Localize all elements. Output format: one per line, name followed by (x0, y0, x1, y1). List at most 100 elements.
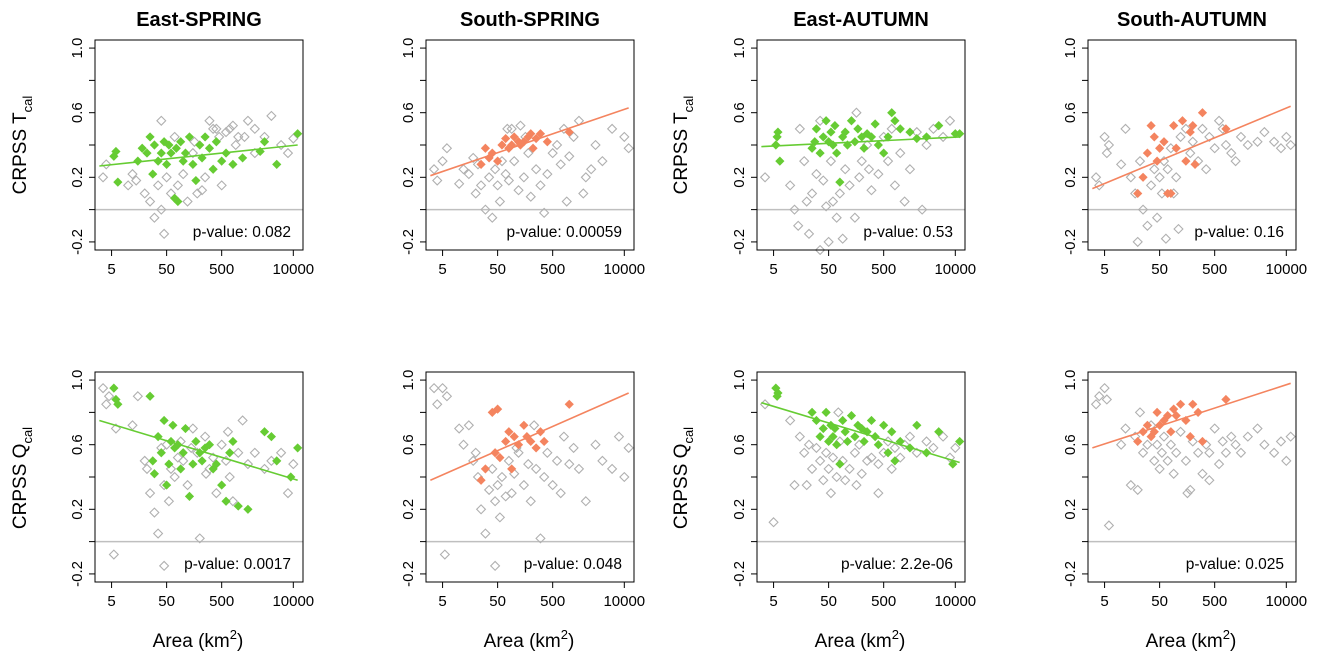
hollow-point (1259, 439, 1270, 450)
hollow-point (506, 487, 517, 499)
highlighted-point (480, 143, 491, 153)
x-tick-label: 500 (540, 261, 565, 278)
hollow-point (873, 168, 884, 180)
hollow-point (249, 447, 261, 458)
hollow-point (1162, 455, 1173, 467)
x-tick-label: 50 (1151, 261, 1168, 278)
highlighted-point (866, 415, 877, 426)
highlighted-point (293, 129, 303, 139)
hollow-point (1090, 172, 1102, 183)
hollow-point (578, 188, 589, 199)
p-value-label: p-value: 0.082 (193, 224, 291, 241)
highlighted-point (866, 132, 877, 142)
highlighted-point (1197, 108, 1208, 118)
hollow-point (944, 115, 956, 126)
highlighted-point (1163, 411, 1173, 421)
y-tick-label: 0.6 (69, 434, 86, 455)
panel-title: East-AUTUMN (793, 9, 929, 31)
highlighted-point (272, 456, 282, 466)
hollow-point (1134, 155, 1146, 167)
hollow-point (242, 458, 254, 470)
hollow-point (895, 452, 906, 463)
hollow-point (619, 471, 630, 483)
hollow-point (811, 168, 822, 180)
hollow-point (840, 475, 851, 486)
hollow-point (811, 442, 822, 454)
panel-7: -0.2 0.2 0.6 1.0 5 50 500 10000 p-value: 2.2e-06 (731, 370, 976, 610)
highlighted-point (204, 143, 215, 153)
p-value-label: p-value: 0.00059 (507, 224, 622, 241)
x-tick-label: 10000 (272, 593, 314, 610)
hollow-point (518, 479, 530, 491)
x-tick-label: 50 (1151, 593, 1168, 610)
hollow-point (500, 168, 511, 180)
hollow-point (249, 123, 261, 135)
highlighted-point (921, 132, 932, 142)
highlighted-point (178, 156, 188, 166)
hollow-point (1259, 126, 1270, 138)
hollow-point (1242, 139, 1254, 151)
hollow-point (163, 496, 175, 507)
x-axis-label-col1: Area (km2) (153, 627, 244, 652)
x-tick-label: 10000 (603, 261, 645, 278)
hollow-point (204, 115, 215, 126)
highlighted-point (771, 140, 781, 150)
hollow-point (428, 382, 440, 394)
plot-frame (425, 39, 635, 251)
hollow-point (1209, 423, 1220, 434)
highlighted-point (176, 137, 186, 147)
hollow-point (441, 391, 453, 402)
highlighted-point (830, 121, 840, 131)
hollow-point (831, 471, 842, 483)
hollow-point (861, 455, 873, 467)
x-tick-label: 500 (209, 261, 234, 278)
highlighted-point (1166, 427, 1176, 437)
x-tick-label: 10000 (934, 261, 976, 278)
hollow-point (172, 452, 184, 463)
highlighted-point (148, 456, 158, 466)
hollow-point (820, 201, 832, 212)
x-tick-label: 10000 (603, 593, 645, 610)
highlighted-point (775, 156, 785, 166)
highlighted-point (955, 436, 965, 447)
trend-line (1092, 382, 1291, 449)
hollow-point (523, 147, 534, 159)
hollow-point (793, 220, 804, 231)
x-tick-label: 500 (209, 593, 234, 610)
hollow-point (803, 439, 815, 450)
hollow-point (437, 155, 448, 167)
hollow-point (856, 468, 867, 479)
hollow-point (1200, 164, 1212, 175)
highlighted-point (818, 132, 828, 142)
hollow-point (606, 463, 618, 475)
y-tick-label: -0.2 (1062, 561, 1079, 587)
hollow-point (1162, 164, 1173, 175)
trend-line (761, 136, 960, 148)
hollow-point (597, 455, 608, 467)
y-tick-label: 0.6 (400, 434, 417, 455)
y-tick-label: 0.2 (69, 167, 86, 188)
x-axis-label-col4: Area (km2) (1146, 627, 1237, 652)
hollow-point (1220, 139, 1232, 151)
hollow-point (266, 110, 277, 122)
panel-1: -0.2 0.2 0.6 1.0 5 50 500 10000 East-SPRING p-val… (69, 9, 314, 278)
panel-title: East-SPRING (136, 9, 262, 31)
hollow-point (944, 452, 956, 463)
hollow-point (131, 175, 142, 186)
hollow-point (158, 560, 170, 572)
hollow-point (127, 168, 138, 180)
hollow-point (1175, 426, 1186, 437)
hollow-point (535, 533, 546, 544)
highlighted-point (859, 143, 869, 153)
highlighted-point (509, 132, 519, 142)
highlighted-point (109, 383, 119, 393)
y-tick-label: 1.0 (400, 370, 417, 391)
highlighted-point (531, 443, 541, 453)
hollow-point (551, 455, 563, 467)
highlighted-point (272, 159, 282, 169)
hollow-point (1252, 423, 1263, 434)
hollow-point (866, 185, 877, 196)
highlighted-point (191, 436, 201, 447)
highlighted-point (233, 501, 243, 511)
